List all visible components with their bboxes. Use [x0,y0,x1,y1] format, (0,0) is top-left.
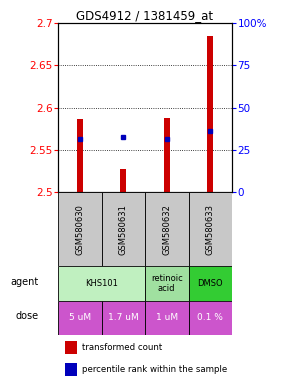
Text: GSM580633: GSM580633 [206,204,215,255]
Bar [58,192,102,266]
Text: KHS101: KHS101 [85,279,118,288]
Text: GSM580632: GSM580632 [162,204,171,255]
Text: dose: dose [15,311,38,321]
Bar [145,266,188,301]
Bar [102,301,145,335]
Text: retinoic
acid: retinoic acid [151,274,183,293]
Text: 1.7 uM: 1.7 uM [108,313,139,323]
Bar [120,169,126,192]
Text: GSM580630: GSM580630 [75,204,84,255]
Bar [65,341,77,354]
Title: GDS4912 / 1381459_at: GDS4912 / 1381459_at [77,9,213,22]
Text: agent: agent [10,277,38,287]
Bar [164,118,170,192]
Bar [188,301,232,335]
Text: 5 uM: 5 uM [69,313,91,323]
Text: percentile rank within the sample: percentile rank within the sample [82,365,228,374]
Bar [145,192,188,266]
Bar [102,192,145,266]
Bar [58,266,145,301]
Bar [58,301,102,335]
Text: DMSO: DMSO [197,279,223,288]
Bar [188,266,232,301]
Text: transformed count: transformed count [82,343,163,352]
Text: 1 uM: 1 uM [156,313,178,323]
Bar [207,36,213,192]
Bar [145,301,188,335]
Text: 0.1 %: 0.1 % [197,313,223,323]
Bar [188,192,232,266]
Bar [65,363,77,376]
Bar [77,119,83,192]
Text: GSM580631: GSM580631 [119,204,128,255]
